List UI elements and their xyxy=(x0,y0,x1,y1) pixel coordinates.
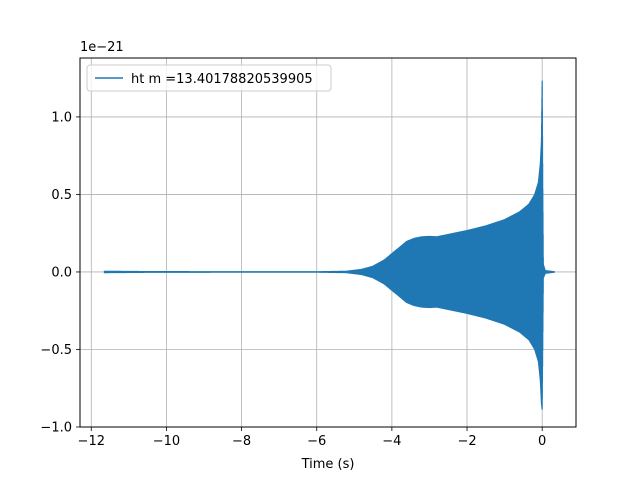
y-axis-scale-offset: 1e−21 xyxy=(80,40,124,55)
x-axis-label: Time (s) xyxy=(301,457,355,472)
x-tick-label: 0 xyxy=(538,434,546,449)
x-tick-label: −10 xyxy=(153,434,180,449)
legend-label: ht m =13.40178820539905 xyxy=(131,72,313,87)
series-layer xyxy=(103,80,555,410)
y-tick-label: 1.0 xyxy=(51,110,72,125)
y-tick-label: −1.0 xyxy=(40,421,72,436)
x-tick-label: −6 xyxy=(307,434,326,449)
plot-frame xyxy=(79,57,577,428)
y-axis: −1.0 −0.5 0.0 0.5 1.0 xyxy=(40,110,80,436)
legend: ht m =13.40178820539905 xyxy=(86,64,332,92)
series-line xyxy=(103,80,555,410)
y-tick-label: −0.5 xyxy=(40,343,72,358)
y-tick-label: 0.5 xyxy=(51,188,72,203)
x-tick-label: −8 xyxy=(232,434,251,449)
x-axis: −12 −10 −8 −6 −4 −2 0 xyxy=(78,427,546,449)
x-tick-label: −4 xyxy=(382,434,401,449)
legend-box xyxy=(86,64,332,92)
y-tick-label: 0.0 xyxy=(51,265,72,280)
x-tick-label: −2 xyxy=(457,434,476,449)
x-tick-label: −12 xyxy=(78,434,105,449)
